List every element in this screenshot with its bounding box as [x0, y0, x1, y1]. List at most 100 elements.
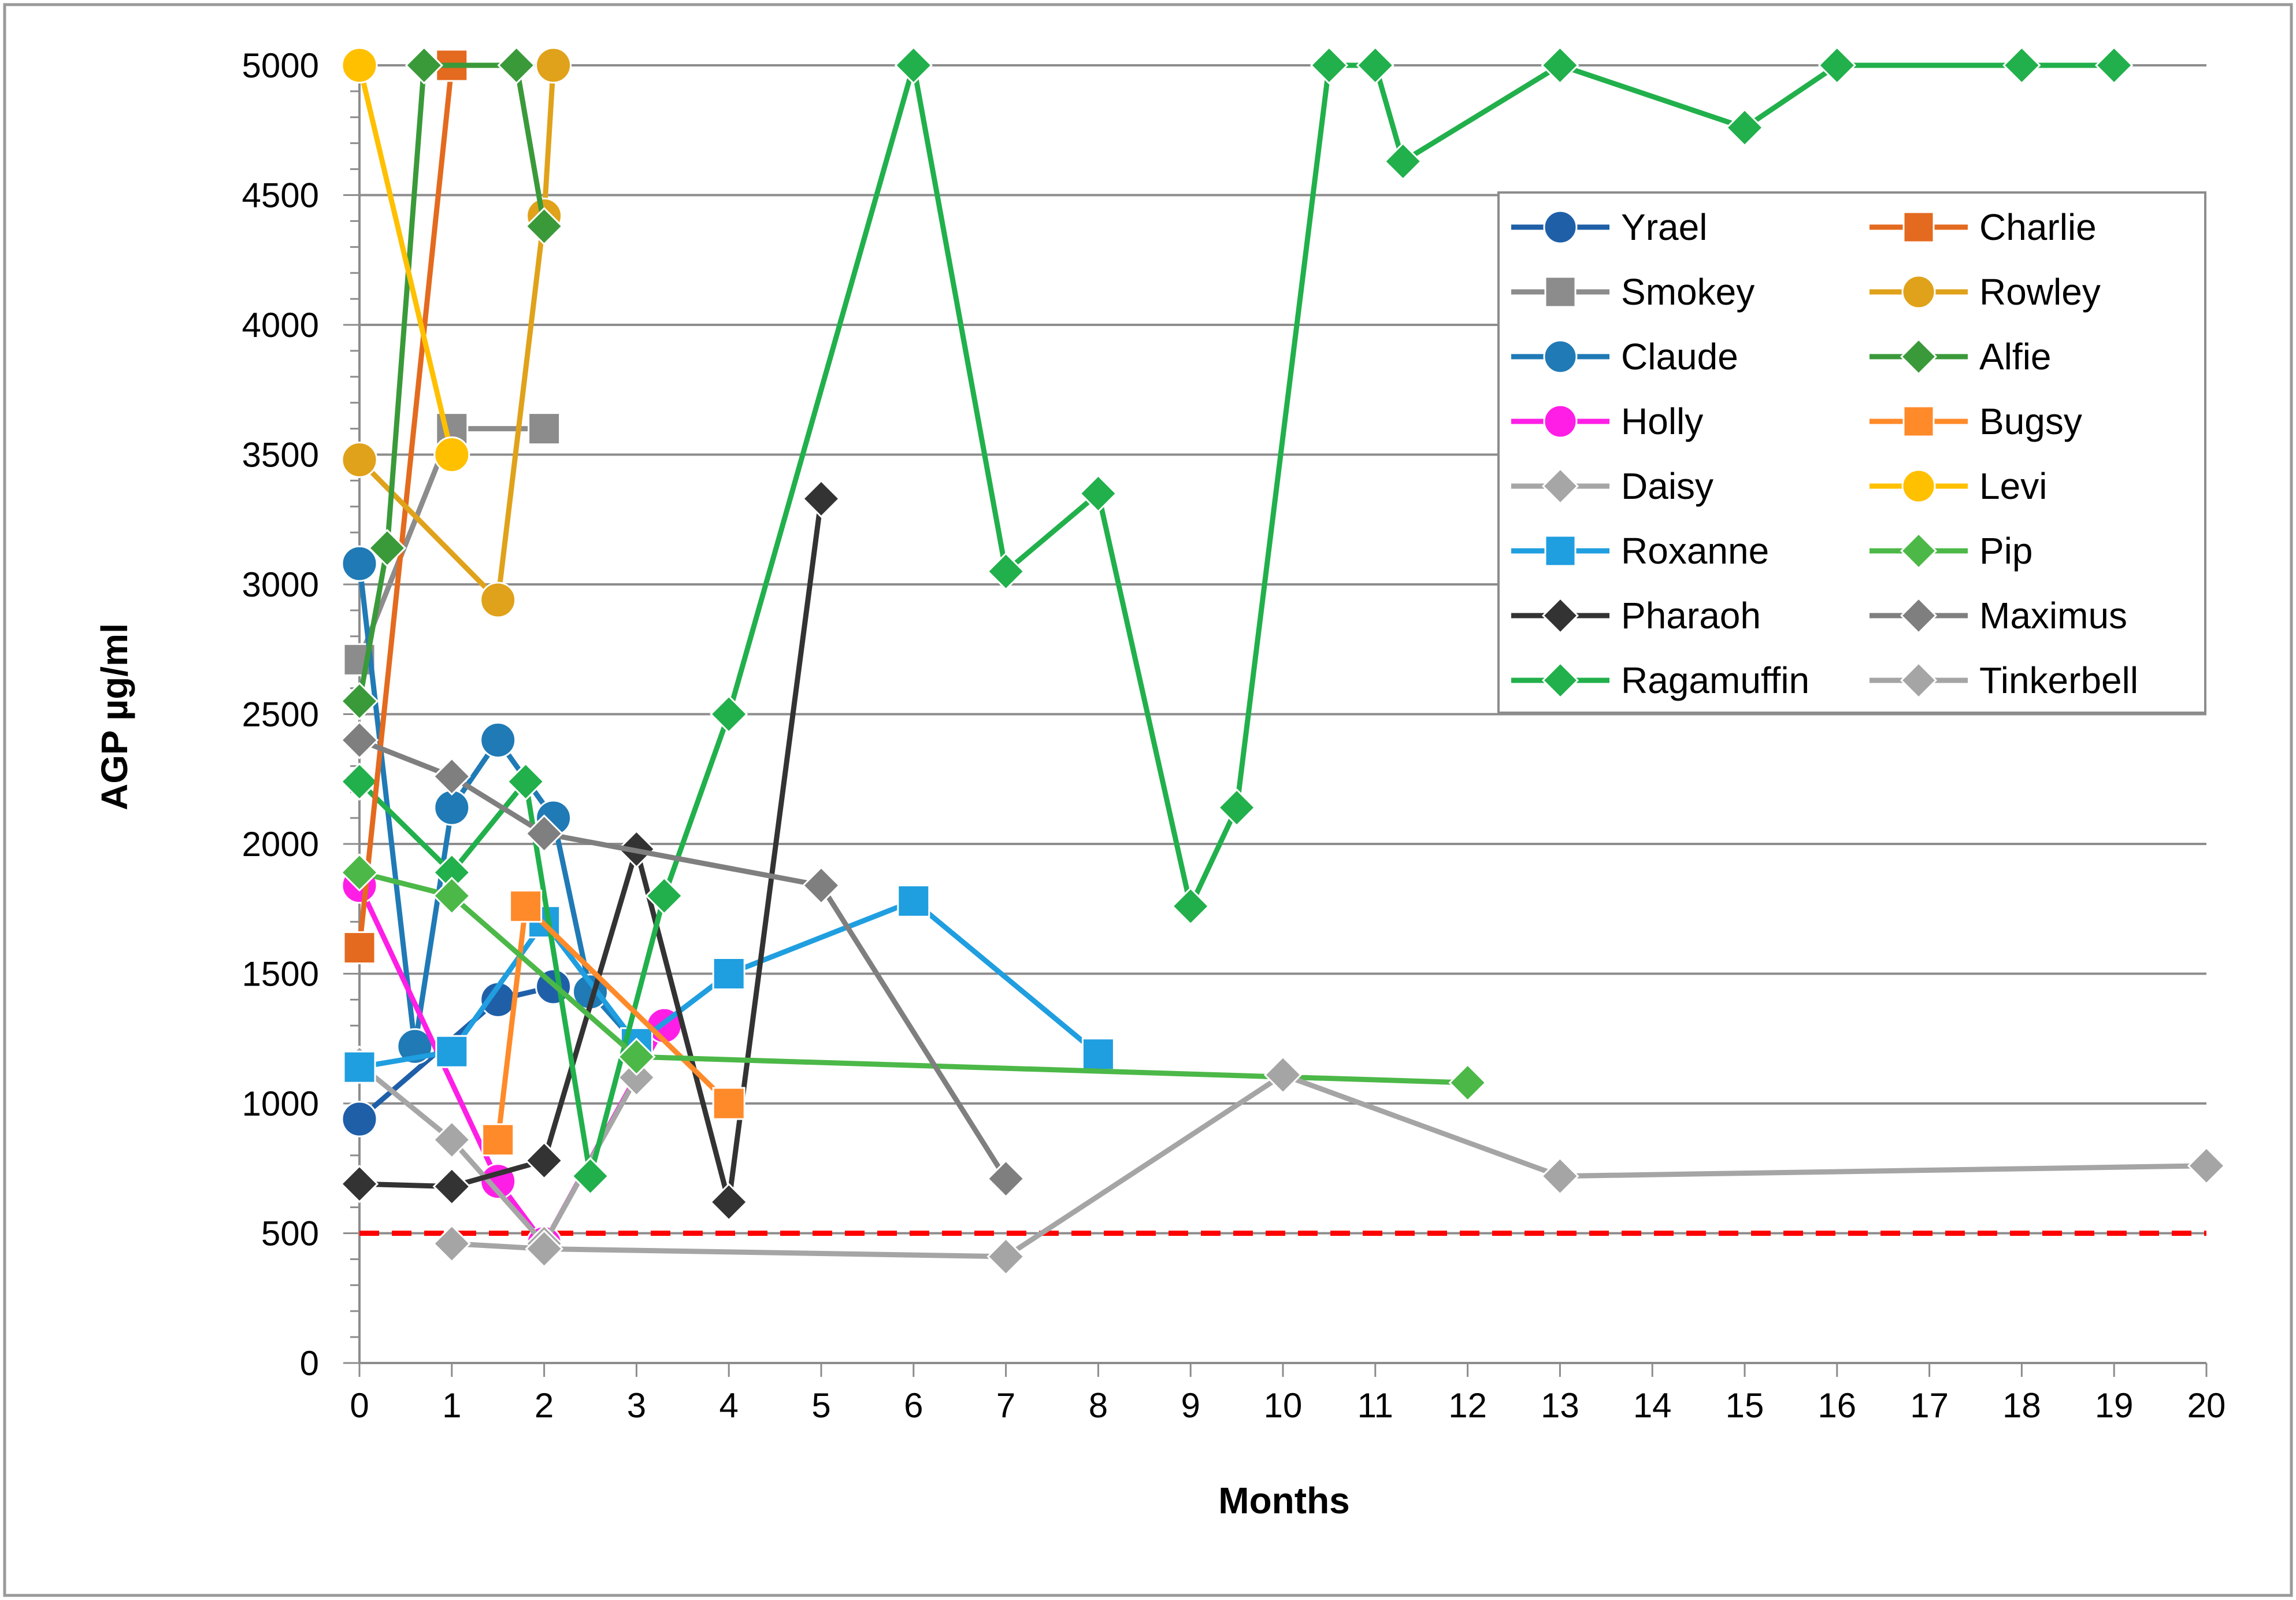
legend-item-tinkerbell: Tinkerbell [1870, 660, 2138, 701]
legend-item-daisy: Daisy [1511, 465, 1713, 507]
data-point-rowley [535, 47, 572, 84]
legend-label: Levi [1979, 465, 2047, 507]
legend-item-charlie: Charlie [1870, 206, 2097, 248]
data-point-ragamuffin [986, 552, 1025, 591]
legend-item-maximus: Maximus [1870, 595, 2127, 636]
x-tick-label: 17 [1910, 1386, 1949, 1425]
data-point-ragamuffin [1310, 46, 1349, 85]
data-point-ragamuffin [1217, 788, 1256, 827]
y-tick-label: 2500 [242, 695, 319, 734]
data-point-alfie [525, 207, 563, 246]
series-pip [340, 853, 1487, 1102]
y-tick-label: 0 [300, 1344, 319, 1383]
legend-marker [1543, 404, 1578, 439]
x-tick-label: 4 [719, 1386, 739, 1425]
legend-label: Alfie [1979, 336, 2052, 377]
data-point-ragamuffin [1171, 887, 1210, 925]
data-point-tinkerbell [1263, 1055, 1303, 1094]
legend-item-pip: Pip [1870, 530, 2033, 572]
legend-item-alfie: Alfie [1870, 336, 2052, 377]
y-tick-label: 4500 [242, 176, 319, 215]
data-point-levi [433, 436, 470, 473]
axes: 0 500 1000 1500 2000 2500 3000 3500 4000 4500 5000… [242, 46, 2226, 1425]
data-point-alfie [368, 528, 407, 568]
data-point-maximus [802, 866, 841, 905]
y-tick-label: 4000 [242, 306, 319, 345]
legend-label: Pharaoh [1621, 595, 1761, 636]
data-point-pip [1448, 1063, 1487, 1102]
data-point-tinkerbell [525, 1229, 563, 1268]
y-tick-label: 3500 [242, 436, 319, 475]
data-point-tinkerbell [1541, 1157, 1579, 1195]
x-axis-title: Months [1218, 1480, 1350, 1521]
legend-label: Yrael [1621, 206, 1707, 248]
data-point-alfie [405, 46, 444, 85]
legend-marker [1544, 276, 1577, 308]
data-point-pharaoh [432, 1167, 471, 1206]
legend-label: Pip [1979, 530, 2033, 572]
x-tick-label: 11 [1357, 1386, 1393, 1425]
legend-item-holly: Holly [1511, 401, 1703, 442]
legend-marker [1544, 535, 1577, 567]
legend-item-smokey: Smokey [1511, 271, 1755, 313]
x-tick-label: 14 [1633, 1386, 1672, 1425]
data-point-pharaoh [710, 1183, 748, 1221]
y-tick-label: 1000 [242, 1084, 319, 1123]
legend-marker [1901, 469, 1936, 503]
data-point-roxanne [1081, 1038, 1115, 1071]
series-levi [341, 47, 470, 473]
legend-marker [1900, 661, 1938, 699]
data-point-ragamuffin [1541, 46, 1579, 85]
legend-label: Tinkerbell [1979, 660, 2138, 701]
data-point-alfie [340, 682, 379, 721]
data-point-ragamuffin [2002, 46, 2041, 85]
legend-item-levi: Levi [1870, 465, 2047, 507]
series-tinkerbell [432, 1055, 2226, 1276]
data-point-ragamuffin [1725, 108, 1764, 147]
data-point-ragamuffin [506, 762, 545, 801]
legend-marker [1902, 211, 1935, 243]
legend-marker [1900, 338, 1938, 376]
legend-label: Daisy [1621, 465, 1713, 507]
data-point-maximus [340, 721, 379, 760]
x-tick-label: 15 [1726, 1386, 1764, 1425]
data-point-tinkerbell [986, 1237, 1025, 1276]
series-pharaoh [340, 479, 841, 1221]
series-bugsy [481, 890, 745, 1157]
legend-label: Bugsy [1979, 401, 2082, 442]
series-yrael [341, 968, 572, 1138]
data-point-tinkerbell [432, 1224, 471, 1263]
data-point-daisy [432, 1120, 471, 1160]
data-point-pip [432, 876, 471, 915]
legend-label: Ragamuffin [1621, 660, 1809, 701]
data-point-bugsy [712, 1087, 745, 1120]
legend-marker [1901, 275, 1936, 309]
data-point-maximus [986, 1160, 1025, 1198]
x-tick-label: 2 [535, 1386, 554, 1425]
y-axis-title: AGP µg/ml [94, 623, 135, 810]
x-tick-label: 10 [1264, 1386, 1303, 1425]
legend-label: Rowley [1979, 271, 2101, 313]
x-tick-label: 13 [1541, 1386, 1579, 1425]
data-point-ragamuffin [1817, 46, 1856, 85]
data-point-ragamuffin [710, 695, 748, 734]
data-point-maximus [525, 814, 563, 853]
legend-marker [1541, 597, 1579, 635]
series-line-rowley [357, 62, 557, 603]
legend-label: Charlie [1979, 206, 2097, 248]
x-tick-label: 0 [350, 1386, 369, 1425]
legend-item-claude: Claude [1511, 336, 1738, 377]
legend-item-roxanne: Roxanne [1511, 530, 1769, 572]
series-maximus [340, 721, 1025, 1198]
legend-item-pharaoh: Pharaoh [1511, 595, 1761, 636]
data-point-claude [341, 545, 378, 582]
legend-item-ragamuffin: Ragamuffin [1511, 660, 1809, 701]
data-point-smokey [528, 412, 561, 446]
data-point-roxanne [897, 884, 930, 918]
data-point-pip [617, 1038, 656, 1076]
data-point-roxanne [343, 1050, 376, 1084]
legend-label: Claude [1621, 336, 1738, 377]
data-point-maximus [432, 757, 471, 796]
